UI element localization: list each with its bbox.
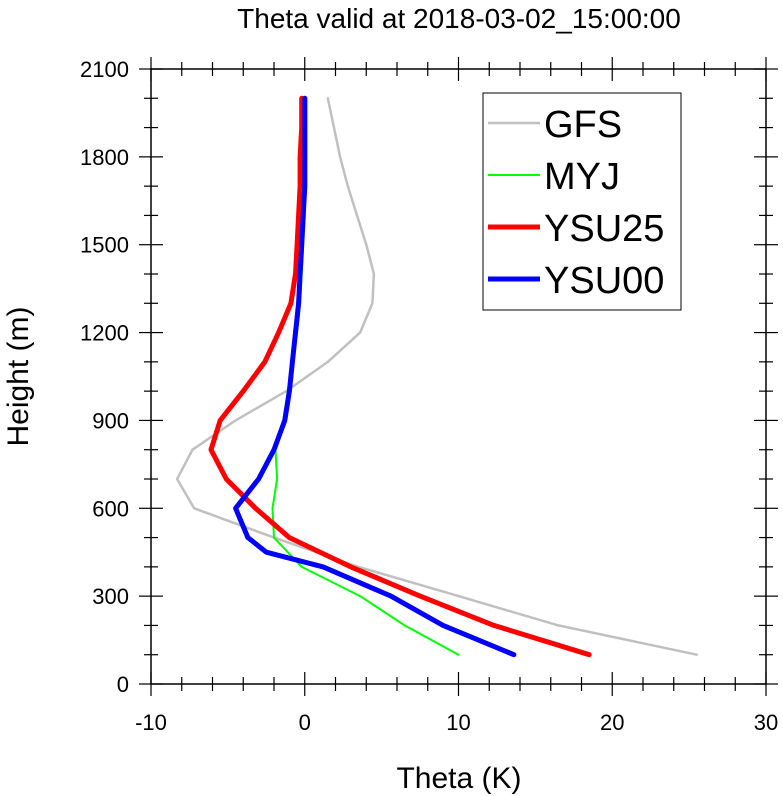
legend-box: [482, 92, 682, 311]
legend-label-ysu25: YSU25: [544, 208, 664, 250]
chart-title: Theta valid at 2018-03-02_15:00:00: [237, 3, 681, 34]
y-tick-label: 900: [92, 408, 129, 433]
x-tick-label: 0: [299, 710, 311, 735]
x-tick-label: 20: [600, 710, 624, 735]
x-tick-label: -10: [135, 710, 167, 735]
legend-label-gfs: GFS: [544, 104, 622, 146]
series-line-ysu25: [208, 95, 592, 658]
y-tick-label: 600: [92, 496, 129, 521]
y-axis-label: Height (m): [2, 306, 35, 446]
y-tick-label: 1800: [80, 145, 129, 170]
series-line-ysu00: [233, 95, 517, 658]
x-axis-label: Theta (K): [396, 762, 521, 795]
legend-label-ysu00: YSU00: [544, 260, 664, 302]
x-tick-label: 10: [446, 710, 470, 735]
y-tick-label: 1200: [80, 321, 129, 346]
y-tick-label: 0: [117, 672, 129, 697]
series-layer: [175, 95, 699, 658]
y-tick-label: 300: [92, 584, 129, 609]
x-tick-label: 30: [754, 710, 778, 735]
legend: GFS MYJ YSU25 YSU00: [482, 92, 682, 311]
plot-frame: [150, 68, 767, 685]
y-tick-label: 2100: [80, 57, 129, 82]
legend-label-myj: MYJ: [544, 156, 620, 198]
y-tick-label: 1500: [80, 233, 129, 258]
